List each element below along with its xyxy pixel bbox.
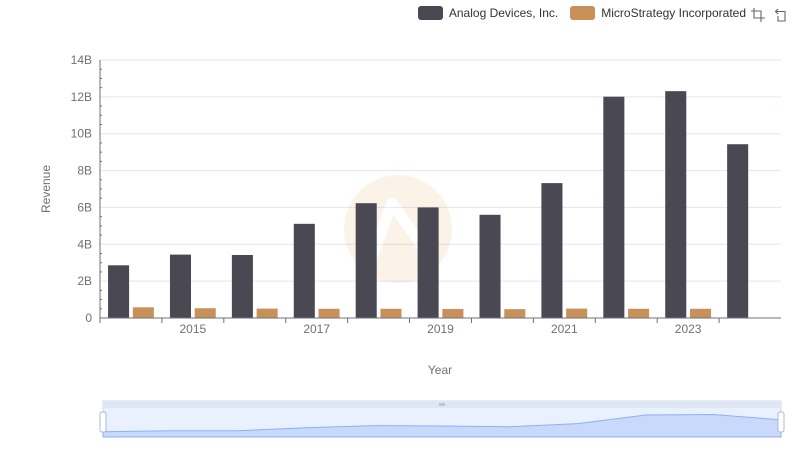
zoom-slider-preview (102, 413, 782, 438)
x-tick-label: 2019 (427, 322, 454, 336)
x-tick-label: 2017 (303, 322, 330, 336)
y-tick-label: 14B (71, 53, 92, 67)
bar-analog-devices-inc[interactable] (727, 144, 749, 318)
bars (108, 91, 749, 319)
bar-microstrategy-incorporated[interactable] (256, 308, 278, 318)
legend-label-analog-devices: Analog Devices, Inc. (448, 6, 559, 20)
bar-analog-devices-inc[interactable] (417, 207, 439, 318)
bar-microstrategy-incorporated[interactable] (689, 308, 712, 318)
bar-analog-devices-inc[interactable] (479, 214, 501, 318)
legend-swatch-analog-devices (417, 6, 443, 20)
bar-microstrategy-incorporated[interactable] (504, 309, 526, 318)
bar-microstrategy-incorporated[interactable] (318, 308, 340, 318)
x-tick-label: 2015 (180, 322, 207, 336)
zoom-slider[interactable] (99, 400, 785, 438)
legend-item-analog-devices[interactable]: Analog Devices, Inc. (417, 6, 559, 20)
chart-legend: Analog Devices, Inc. MicroStrategy Incor… (417, 4, 746, 22)
restore-icon[interactable] (774, 7, 790, 23)
zoom-slider-selection (103, 408, 781, 437)
bar-microstrategy-incorporated[interactable] (380, 308, 402, 318)
grip-icon[interactable] (439, 403, 445, 406)
bar-analog-devices-inc[interactable] (355, 203, 377, 318)
bar-analog-devices-inc[interactable] (603, 96, 625, 319)
zoom-icon[interactable] (750, 7, 766, 23)
bar-analog-devices-inc[interactable] (293, 223, 315, 318)
y-tick-label: 4B (77, 237, 92, 251)
y-tick-label: 8B (77, 164, 92, 178)
x-tick-label: 2021 (551, 322, 578, 336)
toolbox (750, 7, 790, 23)
x-axis-ticks: 2015 2017 2019 2021 2023 (99, 318, 720, 336)
y-tick-label: 0 (85, 311, 92, 325)
legend-swatch-microstrategy (570, 6, 596, 20)
legend-item-microstrategy[interactable]: MicroStrategy Incorporated (570, 6, 746, 20)
bar-analog-devices-inc[interactable] (231, 254, 253, 318)
bar-microstrategy-incorporated[interactable] (132, 307, 154, 318)
y-tick-label: 2B (77, 274, 92, 288)
x-tick-label: 2023 (675, 322, 702, 336)
bar-analog-devices-inc[interactable] (108, 265, 130, 318)
x-axis-title: Year (428, 363, 452, 377)
bar-analog-devices-inc[interactable] (169, 254, 192, 318)
zoom-slider-start-handle[interactable] (99, 411, 107, 433)
zoom-slider-end-handle[interactable] (777, 411, 785, 433)
bar-analog-devices-inc[interactable] (665, 91, 687, 318)
bar-microstrategy-incorporated[interactable] (566, 308, 588, 318)
bar-microstrategy-incorporated[interactable] (628, 308, 650, 318)
legend-label-microstrategy: MicroStrategy Incorporated (601, 6, 746, 20)
y-axis-ticks: 0 2B 4B 6B 8B 10B 12B 14B (71, 53, 102, 325)
y-tick-label: 12B (71, 90, 92, 104)
bar-microstrategy-incorporated[interactable] (442, 308, 464, 318)
y-axis-title: Revenue (39, 165, 53, 213)
y-tick-label: 10B (71, 127, 92, 141)
y-tick-label: 6B (77, 200, 92, 214)
bar-analog-devices-inc[interactable] (541, 183, 563, 318)
bar-microstrategy-incorporated[interactable] (194, 308, 216, 318)
